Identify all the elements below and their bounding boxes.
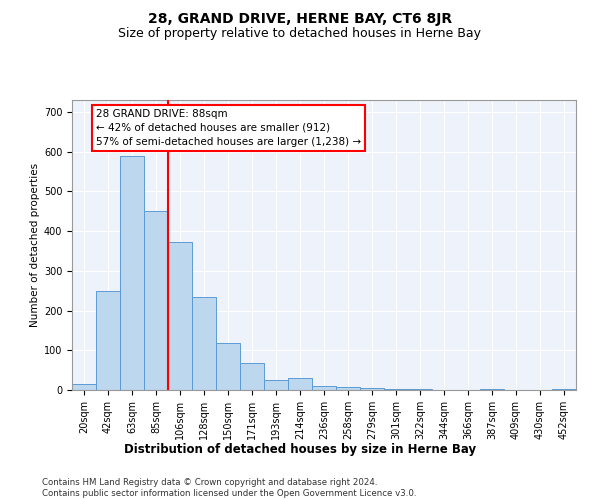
Bar xyxy=(336,387,360,390)
Bar xyxy=(192,296,216,390)
Bar xyxy=(408,389,432,390)
Text: Size of property relative to detached houses in Herne Bay: Size of property relative to detached ho… xyxy=(119,28,482,40)
Bar xyxy=(288,378,312,390)
Bar xyxy=(72,384,96,390)
Y-axis label: Number of detached properties: Number of detached properties xyxy=(29,163,40,327)
Bar xyxy=(240,363,264,390)
Bar xyxy=(360,388,384,390)
Bar xyxy=(264,380,288,390)
Text: 28, GRAND DRIVE, HERNE BAY, CT6 8JR: 28, GRAND DRIVE, HERNE BAY, CT6 8JR xyxy=(148,12,452,26)
Bar xyxy=(480,389,504,390)
Bar xyxy=(312,386,336,390)
Text: 28 GRAND DRIVE: 88sqm
← 42% of detached houses are smaller (912)
57% of semi-det: 28 GRAND DRIVE: 88sqm ← 42% of detached … xyxy=(96,109,361,147)
Bar xyxy=(120,156,144,390)
Bar xyxy=(96,292,120,390)
Bar xyxy=(144,211,168,390)
Text: Contains HM Land Registry data © Crown copyright and database right 2024.
Contai: Contains HM Land Registry data © Crown c… xyxy=(42,478,416,498)
Text: Distribution of detached houses by size in Herne Bay: Distribution of detached houses by size … xyxy=(124,442,476,456)
Bar xyxy=(168,242,192,390)
Bar xyxy=(216,343,240,390)
Bar xyxy=(384,389,408,390)
Bar xyxy=(552,389,576,390)
